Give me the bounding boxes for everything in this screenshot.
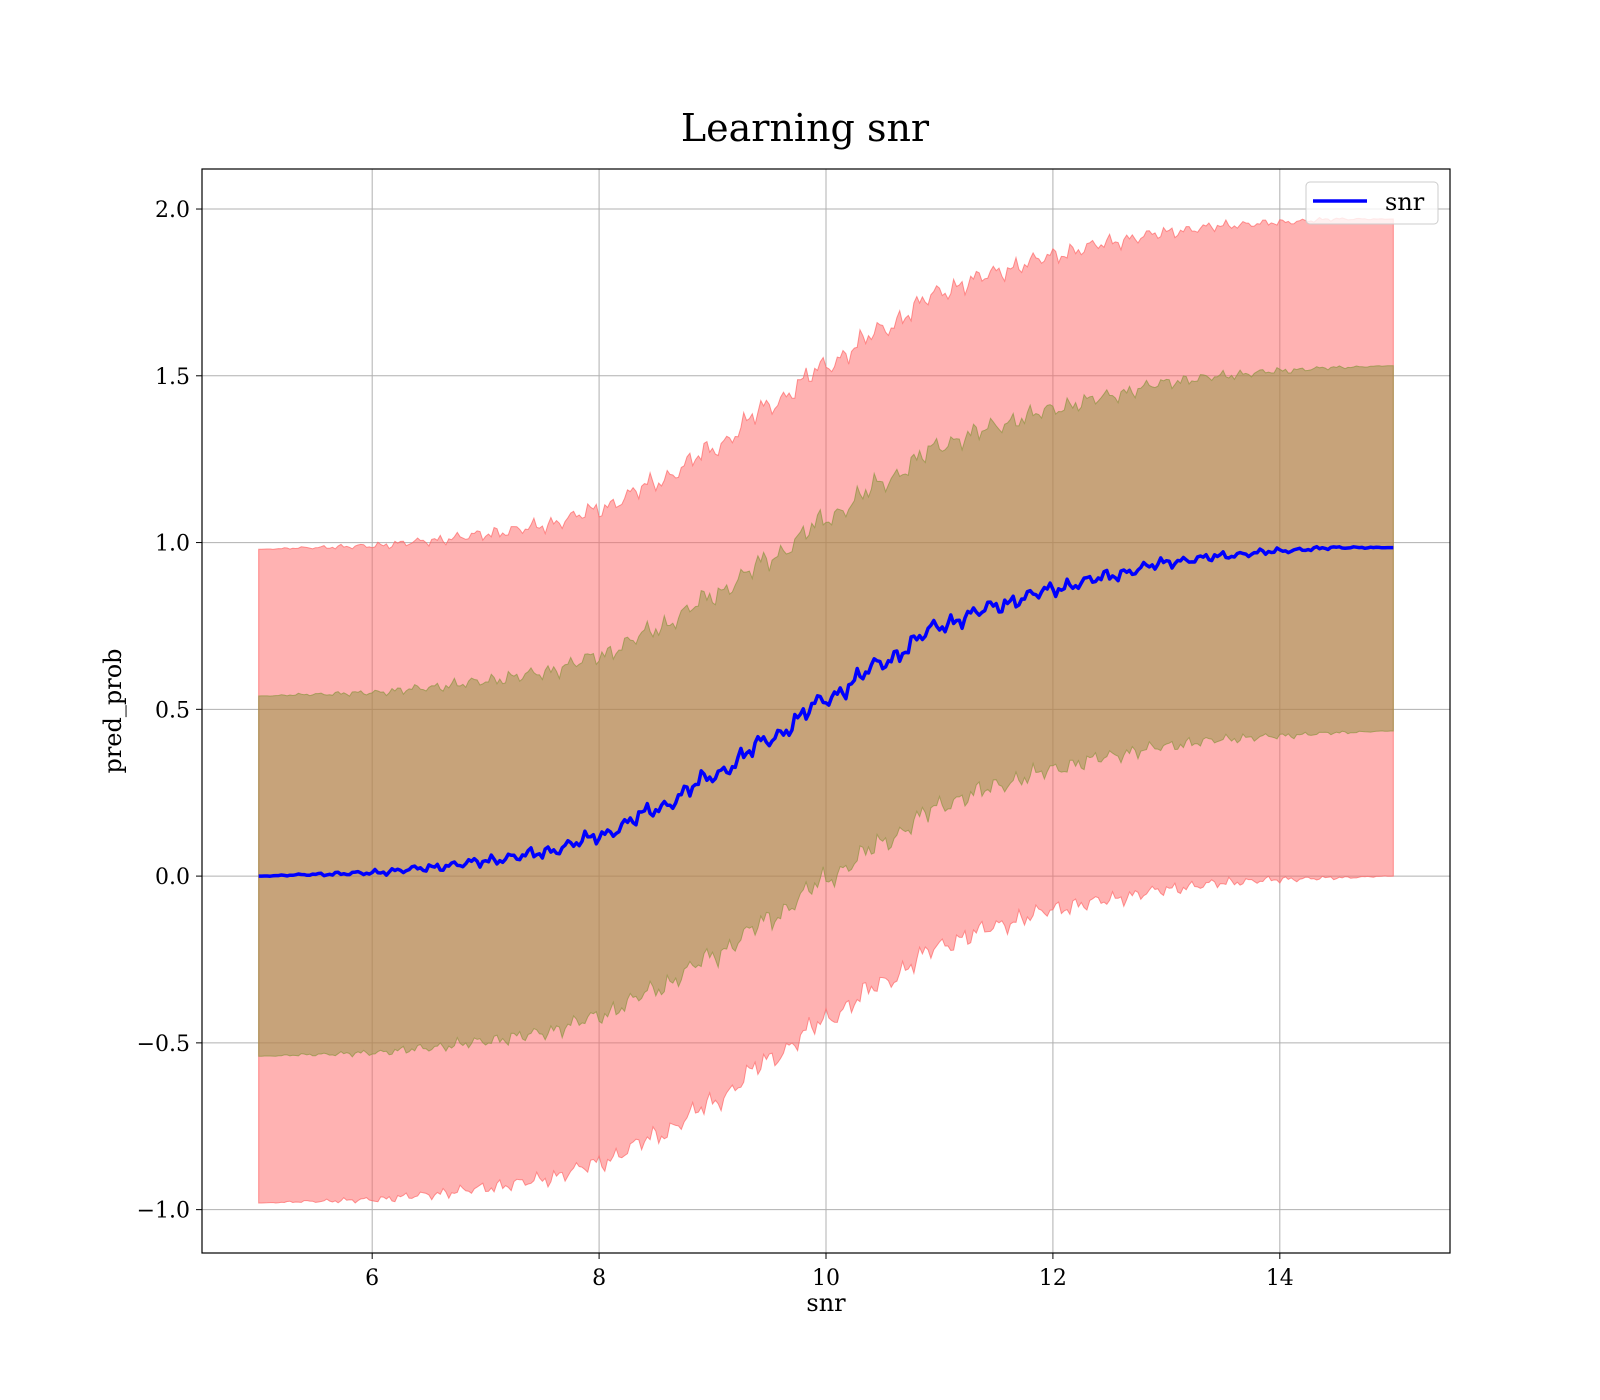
y-tick-label: 0.0 bbox=[155, 865, 190, 890]
legend-box bbox=[1305, 181, 1439, 225]
inner-band bbox=[258, 365, 1394, 1058]
x-tick-label: 6 bbox=[365, 1266, 379, 1291]
y-tick-label: −1.0 bbox=[137, 1199, 190, 1224]
chart-title: Learning snr bbox=[681, 106, 930, 150]
y-axis-label: pred_prob bbox=[99, 648, 127, 773]
band-layer bbox=[258, 216, 1394, 1204]
plot-area bbox=[201, 168, 1451, 1254]
x-tick-label: 12 bbox=[1039, 1266, 1067, 1291]
x-axis-label: snr bbox=[806, 1289, 846, 1317]
y-axis-ticks: −1.0 −0.5 0.0 0.5 1.0 1.5 2.0 bbox=[137, 198, 202, 1224]
legend: snr bbox=[1305, 181, 1439, 225]
x-axis-ticks: 6 8 10 12 14 bbox=[365, 1253, 1294, 1291]
y-tick-label: −0.5 bbox=[137, 1032, 190, 1057]
x-tick-label: 8 bbox=[592, 1266, 606, 1291]
y-tick-label: 0.5 bbox=[155, 698, 190, 723]
x-tick-label: 10 bbox=[812, 1266, 840, 1291]
y-tick-label: 1.5 bbox=[155, 365, 190, 390]
x-tick-label: 14 bbox=[1266, 1266, 1294, 1291]
legend-label: snr bbox=[1385, 188, 1425, 216]
line-layer bbox=[258, 544, 1394, 878]
y-tick-label: 1.0 bbox=[155, 532, 190, 557]
y-tick-label: 2.0 bbox=[155, 198, 190, 223]
series-line-snr bbox=[258, 544, 1394, 878]
